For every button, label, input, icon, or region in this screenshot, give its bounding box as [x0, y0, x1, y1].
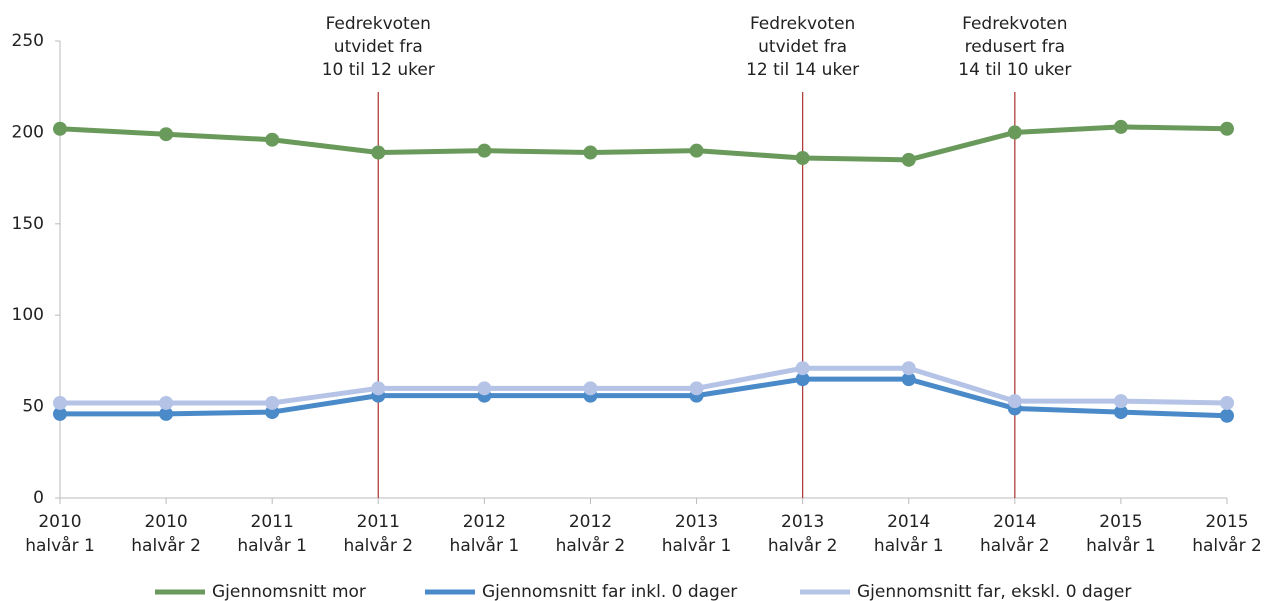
x-tick-label: halvår 2: [343, 535, 413, 556]
x-tick-label: 2014: [887, 512, 930, 532]
series-line: [59, 124, 1228, 163]
x-tick-label: halvår 1: [450, 535, 520, 556]
data-point: [477, 381, 492, 396]
data-point: [265, 395, 280, 410]
data-point: [159, 406, 174, 421]
x-tick-label: halvår 2: [1192, 535, 1262, 556]
data-point: [901, 152, 916, 167]
annotation-text: redusert fra: [965, 37, 1065, 57]
y-tick-label: 50: [22, 397, 44, 417]
data-point: [1113, 119, 1128, 134]
data-point: [1007, 394, 1022, 409]
x-tick-label: 2011: [251, 512, 294, 532]
annotation-text: utvidet fra: [334, 37, 423, 57]
x-tick-label: halvår 1: [25, 535, 95, 556]
annotation-text: Fedrekvoten: [326, 14, 431, 34]
x-tick-label: halvår 2: [131, 535, 201, 556]
data-point: [371, 145, 386, 160]
x-tick-label: halvår 2: [556, 535, 626, 556]
data-point: [265, 132, 280, 147]
legend-label: Gjennomsnitt mor: [212, 582, 366, 601]
y-tick-label: 150: [12, 214, 44, 234]
data-point: [795, 372, 810, 387]
data-point: [1220, 121, 1234, 136]
data-point: [53, 121, 67, 136]
annotation-text: utvidet fra: [758, 37, 847, 57]
x-tick-label: halvår 1: [874, 535, 944, 556]
data-point: [795, 361, 810, 376]
legend-label: Gjennomsnitt far inkl. 0 dager: [482, 582, 737, 601]
data-point: [53, 406, 67, 421]
data-point: [901, 361, 916, 376]
data-point: [689, 143, 704, 158]
y-tick-label: 200: [12, 122, 44, 142]
y-tick-label: 250: [12, 31, 44, 51]
data-point: [795, 150, 810, 165]
series-line: [60, 376, 1228, 419]
x-tick-label: 2010: [38, 512, 81, 532]
data-point: [1220, 408, 1234, 423]
data-point: [1113, 405, 1128, 420]
x-tick-label: 2013: [781, 512, 824, 532]
data-point: [689, 381, 704, 396]
annotation-text: 10 til 12 uker: [322, 60, 435, 80]
data-point: [901, 372, 916, 387]
x-tick-label: 2012: [463, 512, 506, 532]
annotation-text: 14 til 10 uker: [958, 60, 1071, 80]
data-point: [583, 381, 598, 396]
annotation-text: Fedrekvoten: [962, 14, 1067, 34]
x-tick-label: 2012: [569, 512, 612, 532]
data-point: [371, 381, 386, 396]
annotation-text: Fedrekvoten: [750, 14, 855, 34]
x-tick-label: 2013: [675, 512, 718, 532]
x-tick-label: 2011: [357, 512, 400, 532]
annotation-text: 12 til 14 uker: [746, 60, 859, 80]
data-point: [1007, 125, 1022, 140]
data-point: [159, 127, 174, 142]
data-point: [159, 395, 174, 410]
x-tick-label: halvår 1: [1086, 535, 1156, 556]
x-tick-label: halvår 2: [768, 535, 838, 556]
x-tick-label: 2010: [144, 512, 187, 532]
x-tick-label: halvår 1: [662, 535, 732, 556]
x-tick-label: 2014: [993, 512, 1036, 532]
data-point: [1113, 394, 1128, 409]
y-tick-label: 100: [12, 305, 44, 325]
data-point: [53, 395, 67, 410]
series-line: [60, 365, 1228, 406]
x-tick-label: halvår 1: [237, 535, 307, 556]
y-tick-label: 0: [33, 488, 44, 508]
data-point: [1220, 395, 1234, 410]
data-point: [583, 145, 598, 160]
legend-label: Gjennomsnitt far, ekskl. 0 dager: [857, 582, 1131, 601]
x-tick-label: 2015: [1099, 512, 1142, 532]
x-tick-label: 2015: [1205, 512, 1248, 532]
data-point: [477, 143, 492, 158]
x-tick-label: halvår 2: [980, 535, 1050, 556]
